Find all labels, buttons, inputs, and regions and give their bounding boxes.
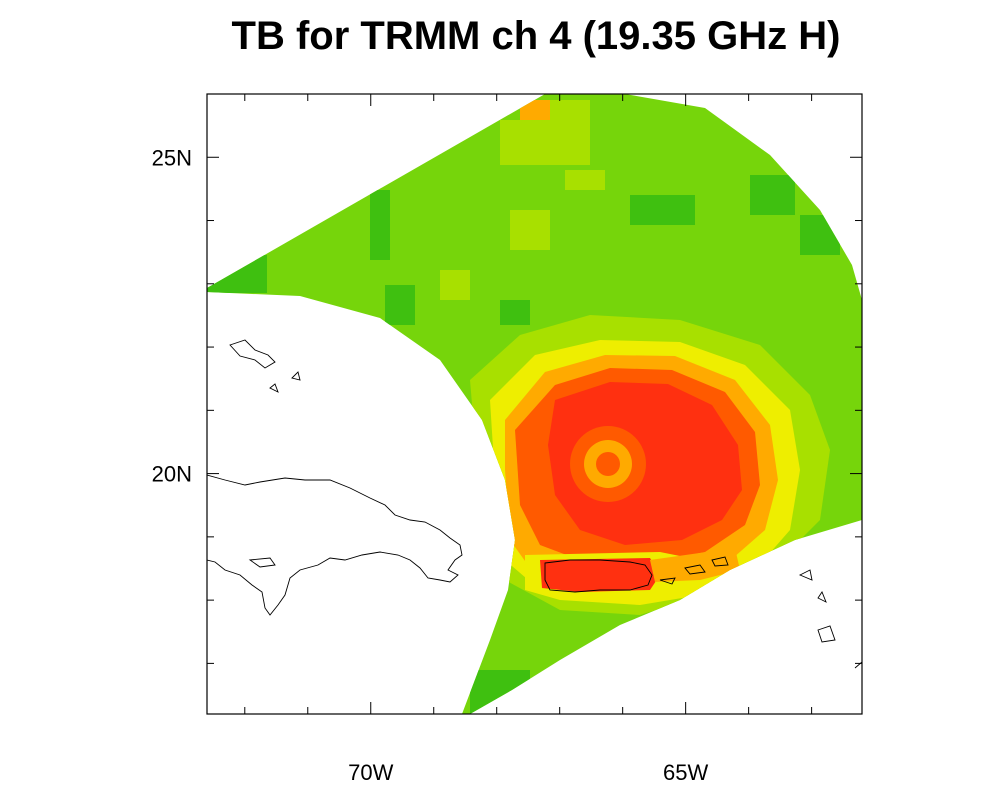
lat-tick-label: 20N <box>152 462 192 487</box>
eye-center <box>596 452 620 476</box>
coast-gonave <box>248 557 276 568</box>
axis-labels: 70W 65W 25N 20N <box>152 145 709 785</box>
coast-bahamas-3 <box>291 371 301 381</box>
coast-bahamas-1 <box>229 339 276 369</box>
puerto-rico-band-red <box>540 558 660 592</box>
yellow-patch-north <box>520 100 550 120</box>
coast-lesser-antilles <box>798 569 862 669</box>
virgin-islands-band-orange <box>650 548 740 582</box>
map-title: TB for TRMM ch 4 (19.35 GHz H) <box>231 14 841 58</box>
coast-virgin-islands <box>684 556 729 575</box>
dark-green-south <box>470 670 530 714</box>
coast-hispaniola <box>207 474 463 616</box>
lat-tick-label: 25N <box>152 145 192 170</box>
coast-vieques <box>659 577 676 585</box>
coast-puerto-rico <box>544 559 653 593</box>
coastlines <box>207 339 862 669</box>
plot-frame <box>206 93 863 715</box>
lon-tick-label: 70W <box>348 760 393 785</box>
swath-field <box>207 94 862 714</box>
lon-tick-label: 65W <box>663 760 708 785</box>
axis-ticks <box>207 93 862 714</box>
coast-bahamas-2 <box>269 383 279 393</box>
